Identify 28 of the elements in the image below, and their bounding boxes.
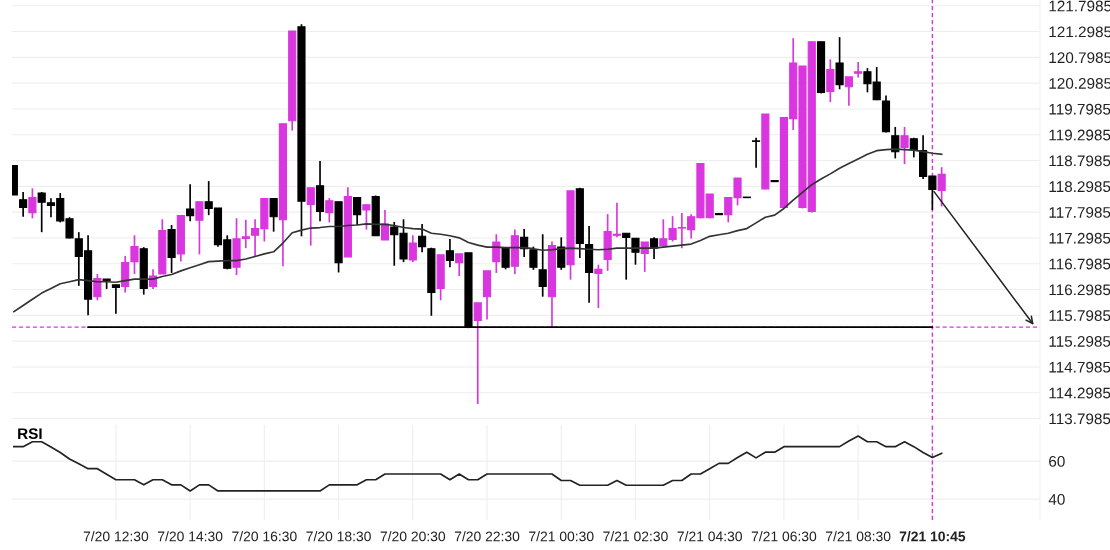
y-tick-label: 40 (1048, 493, 1065, 505)
x-tick-label: 7/21 00:30 (529, 531, 594, 542)
y-tick-label: 116.7985 (1049, 258, 1110, 270)
y-tick-label: 113.7985 (1049, 413, 1110, 425)
x-tick-label: 7/20 14:30 (158, 531, 223, 542)
y-tick-label: 119.7985 (1049, 103, 1110, 115)
y-tick-label: 117.7985 (1049, 207, 1110, 218)
x-tick-label: 7/20 18:30 (306, 531, 371, 542)
y-tick-label: 114.2985 (1049, 387, 1110, 399)
x-tick-label: 7/20 20:30 (380, 531, 446, 542)
y-tick-label: 118.7985 (1049, 155, 1110, 167)
x-tick-label: 7/21 10:45 (899, 531, 966, 542)
y-tick-label: 115.2985 (1049, 336, 1110, 347)
y-tick-label: 117.2985 (1049, 232, 1110, 244)
x-tick-label: 7/21 08:30 (826, 531, 891, 542)
y-tick-label: 118.2985 (1049, 181, 1110, 193)
y-tick-label: 116.2985 (1049, 284, 1110, 296)
x-tick-label: 7/20 12:30 (83, 531, 149, 542)
x-tick-label: 7/21 06:30 (751, 531, 817, 542)
x-tick-label: 7/21 02:30 (603, 531, 668, 542)
y-tick-label: 119.2985 (1049, 129, 1110, 141)
x-tick-label: 7/21 04:30 (677, 531, 742, 542)
x-tick-label: 7/20 22:30 (454, 531, 520, 542)
y-tick-label: 60 (1049, 455, 1065, 467)
chart-title: RSI (18, 428, 42, 440)
y-tick-label: 114.7985 (1049, 361, 1110, 373)
y-tick-label: 115.7985 (1049, 310, 1110, 322)
x-tick-label: 7/20 16:30 (232, 531, 297, 542)
